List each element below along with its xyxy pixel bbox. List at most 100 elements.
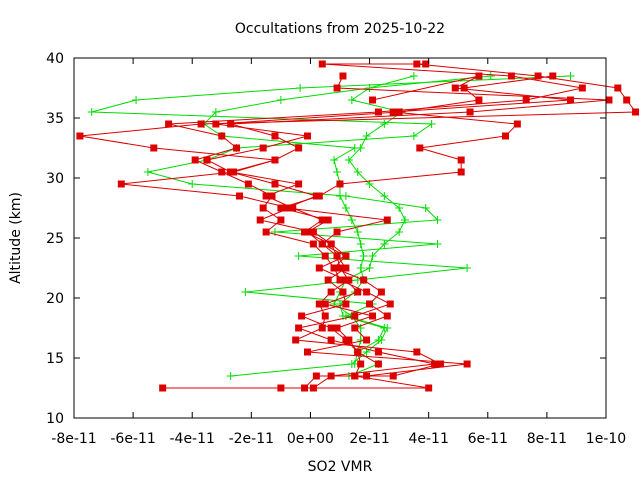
data-point xyxy=(330,156,339,164)
chart-title: Occultations from 2025-10-22 xyxy=(235,21,445,37)
data-point xyxy=(566,72,575,80)
x-tick-label: 8e-11 xyxy=(527,431,567,447)
data-point xyxy=(416,144,424,152)
data-point xyxy=(324,216,332,224)
data-point xyxy=(256,216,264,224)
data-point xyxy=(87,108,96,116)
series-occultation-1 xyxy=(87,72,575,380)
data-point xyxy=(389,372,397,380)
plot-frame xyxy=(73,57,607,419)
data-point xyxy=(421,204,430,212)
data-point xyxy=(383,312,391,320)
data-point xyxy=(567,96,575,104)
data-point xyxy=(318,324,326,332)
data-point xyxy=(513,120,521,128)
data-point xyxy=(262,228,270,236)
data-point xyxy=(226,372,235,380)
data-point xyxy=(295,180,303,188)
data-point xyxy=(315,300,323,308)
data-point xyxy=(309,384,317,392)
x-tick-label: 4e-11 xyxy=(408,431,448,447)
data-point xyxy=(336,264,344,272)
data-point xyxy=(365,264,374,272)
data-point xyxy=(327,372,335,380)
data-point xyxy=(333,84,341,92)
series-occultation-6 xyxy=(227,72,613,392)
data-point xyxy=(475,72,483,80)
data-point xyxy=(366,300,374,308)
data-point xyxy=(534,72,542,80)
data-point xyxy=(632,108,640,116)
data-point xyxy=(324,276,332,284)
series-line xyxy=(91,75,571,377)
data-point xyxy=(401,216,410,224)
x-tick-label: -8e-11 xyxy=(51,431,96,447)
data-point xyxy=(227,120,235,128)
data-point xyxy=(351,324,359,332)
data-point xyxy=(218,168,226,176)
data-point xyxy=(466,108,474,116)
data-point xyxy=(321,300,329,308)
data-point xyxy=(377,288,385,296)
y-axis: 10 15 20 25 30 35 40 xyxy=(46,51,606,427)
series-line xyxy=(162,63,583,389)
series-layer xyxy=(76,60,640,392)
data-point xyxy=(389,108,397,116)
data-point xyxy=(341,204,350,212)
data-point xyxy=(271,180,279,188)
data-point xyxy=(369,96,377,104)
data-point xyxy=(233,144,241,152)
data-point xyxy=(227,168,235,176)
y-tick-label: 10 xyxy=(46,411,64,427)
data-point xyxy=(212,120,220,128)
data-point xyxy=(374,348,382,356)
y-tick-label: 40 xyxy=(46,51,64,67)
data-point xyxy=(283,204,291,212)
x-axis: -8e-11 -6e-11 -4e-11 -2e-11 0e+00 2e-11 4e-11 6… xyxy=(51,58,626,447)
data-point xyxy=(259,144,267,152)
data-point xyxy=(383,216,391,224)
data-point xyxy=(165,120,173,128)
data-point xyxy=(356,264,365,272)
data-point xyxy=(292,336,300,344)
data-point xyxy=(436,360,444,368)
data-point xyxy=(143,168,152,176)
data-point xyxy=(363,336,371,344)
data-point xyxy=(451,84,459,92)
data-point xyxy=(259,204,267,212)
data-point xyxy=(623,96,631,104)
data-point xyxy=(380,192,389,200)
data-point xyxy=(277,216,285,224)
data-point xyxy=(294,252,303,260)
y-tick-label: 25 xyxy=(46,231,64,247)
series-occultation-4 xyxy=(159,60,586,392)
data-point xyxy=(327,240,335,248)
data-point xyxy=(159,384,167,392)
data-point xyxy=(318,240,326,248)
data-point xyxy=(380,120,389,128)
series-line xyxy=(279,75,571,365)
data-point xyxy=(342,336,350,344)
data-point xyxy=(347,216,356,224)
data-point xyxy=(298,312,306,320)
data-point xyxy=(433,240,442,248)
data-point xyxy=(457,168,465,176)
data-point xyxy=(353,168,362,176)
data-point xyxy=(380,240,389,248)
data-point xyxy=(380,324,389,332)
data-point xyxy=(336,180,344,188)
data-point xyxy=(244,180,252,188)
data-point xyxy=(342,300,350,308)
data-point xyxy=(333,228,341,236)
y-tick-label: 15 xyxy=(46,351,64,367)
data-point xyxy=(289,204,297,212)
data-point xyxy=(76,132,84,140)
data-point xyxy=(333,168,342,176)
data-point xyxy=(507,72,515,80)
data-point xyxy=(117,180,125,188)
series-line xyxy=(228,75,610,389)
data-point xyxy=(271,156,279,164)
data-point xyxy=(362,132,371,140)
data-point xyxy=(360,276,368,284)
data-point xyxy=(427,120,436,128)
